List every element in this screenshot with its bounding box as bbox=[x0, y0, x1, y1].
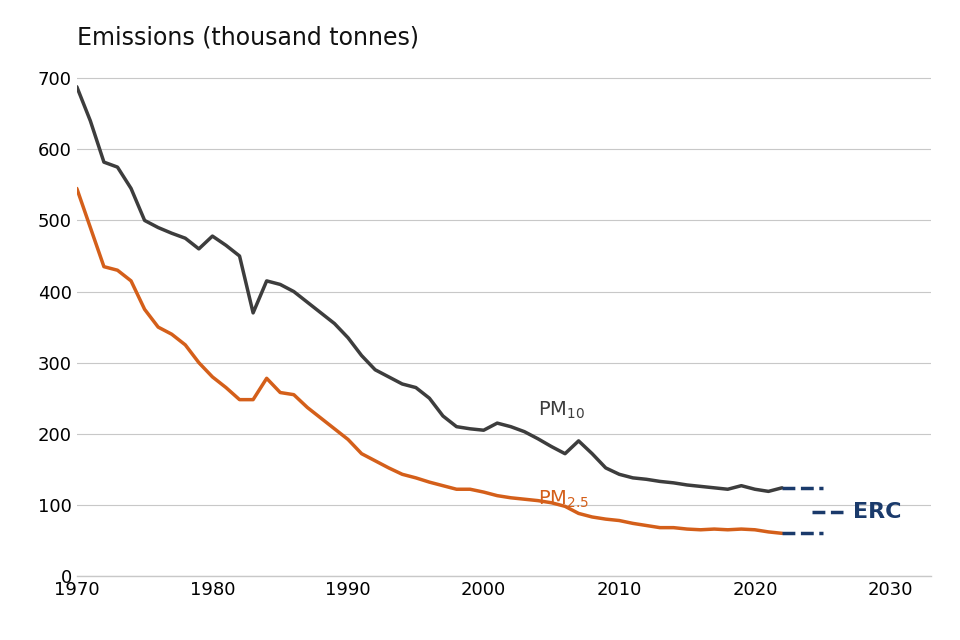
Text: ERC: ERC bbox=[852, 502, 901, 522]
Text: PM$_{2.5}$: PM$_{2.5}$ bbox=[538, 488, 589, 510]
Text: PM$_{10}$: PM$_{10}$ bbox=[538, 399, 585, 421]
Text: Emissions (thousand tonnes): Emissions (thousand tonnes) bbox=[77, 26, 419, 49]
